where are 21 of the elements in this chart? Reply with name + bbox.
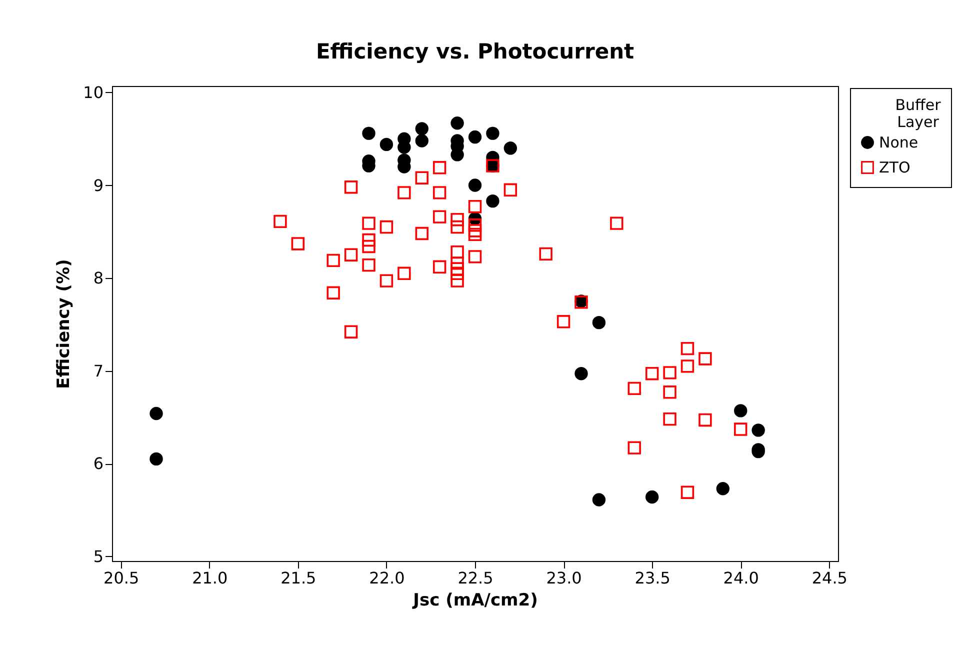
y-tick-label: 10 — [83, 82, 104, 102]
legend-title: Buffer Layer — [895, 96, 942, 131]
x-tick-label: 23.5 — [634, 568, 670, 588]
x-tick-label: 21.5 — [280, 568, 316, 588]
chart-title: Efficiency vs. Photocurrent — [316, 39, 634, 64]
y-tick-label: 5 — [93, 546, 104, 566]
x-tick-label: 24.5 — [812, 568, 848, 588]
y-tick-label: 9 — [93, 176, 104, 195]
x-tick-label: 20.5 — [104, 568, 140, 588]
x-tick-label: 24.0 — [723, 568, 759, 588]
x-tick-label: 23.0 — [546, 568, 582, 588]
y-tick-label: 6 — [93, 454, 104, 474]
y-axis-title: Efficiency (%) — [54, 259, 74, 389]
y-tick-label: 7 — [93, 361, 104, 380]
legend-label: ZTO — [879, 158, 910, 176]
legend-label: None — [879, 134, 918, 152]
x-tick-label: 21.0 — [192, 568, 228, 588]
x-tick-label: 22.0 — [369, 568, 405, 588]
x-tick-label: 22.5 — [458, 568, 494, 588]
y-tick-label: 8 — [93, 268, 104, 288]
x-axis-title: Jsc (mA/cm2) — [412, 590, 538, 610]
